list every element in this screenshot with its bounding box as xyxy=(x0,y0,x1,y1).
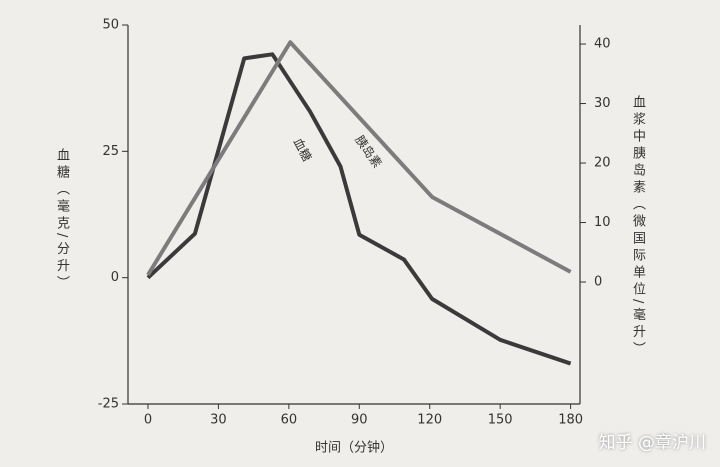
y2-tick-label: 0 xyxy=(594,275,602,290)
series-line xyxy=(146,52,572,366)
watermark: 知乎 @章沪川 xyxy=(598,433,706,453)
y-tick-label: 0 xyxy=(111,270,119,285)
x-tick-label: 0 xyxy=(144,413,152,428)
x-tick-label: 120 xyxy=(417,413,442,428)
y-tick-label: 25 xyxy=(102,144,119,159)
y-axis-label: 血糖（毫克/分升） xyxy=(54,148,69,293)
x-tick-label: 150 xyxy=(488,413,513,428)
y2-tick-label: 30 xyxy=(594,96,611,111)
y-tick-label: -25 xyxy=(98,397,119,412)
y2-tick-label: 20 xyxy=(594,156,611,171)
series-label: 血糖 xyxy=(291,135,316,163)
series-line xyxy=(146,40,572,276)
y2-tick-label: 10 xyxy=(594,215,611,230)
y-tick-label: 50 xyxy=(102,18,119,33)
x-tick-label: 60 xyxy=(281,413,298,428)
x-tick-label: 30 xyxy=(210,413,227,428)
x-tick-label: 90 xyxy=(351,413,368,428)
y2-tick-label: 40 xyxy=(594,37,611,52)
x-axis-label: 时间（分钟） xyxy=(315,440,393,456)
y2-axis-label: 血浆中胰岛素（微国际单位/毫升） xyxy=(630,95,645,359)
x-tick-label: 180 xyxy=(558,413,583,428)
